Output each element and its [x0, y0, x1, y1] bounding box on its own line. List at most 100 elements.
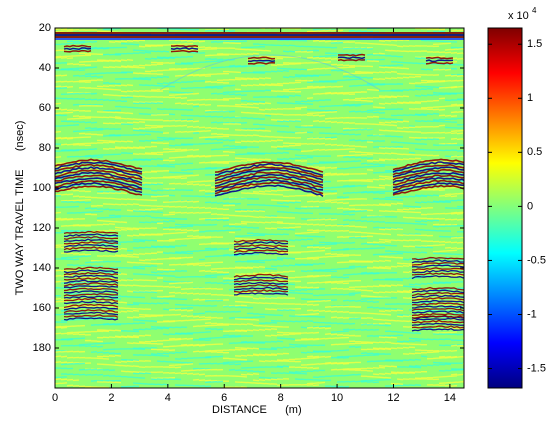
reflection: [411, 319, 464, 324]
reflection: [63, 47, 92, 51]
texture: [132, 327, 434, 331]
texture: [96, 189, 398, 193]
reflection: [392, 158, 464, 171]
x-axis-label: DISTANCE (m): [212, 404, 302, 416]
x-tick-label: 2: [108, 392, 114, 404]
reflection: [55, 182, 143, 194]
reflection: [411, 289, 464, 294]
texture: [114, 51, 362, 55]
texture: [55, 137, 464, 143]
texture: [66, 356, 458, 362]
reflection: [337, 58, 366, 62]
texture: [132, 354, 428, 358]
reflection: [214, 184, 324, 197]
reflection: [55, 163, 143, 175]
texture: [84, 207, 464, 211]
reflection: [63, 244, 119, 248]
reflection: [233, 284, 289, 288]
reflection: [392, 161, 464, 173]
reflection: [411, 259, 464, 264]
texture: [84, 126, 464, 130]
texture: [55, 210, 464, 214]
reflection: [411, 256, 464, 261]
texture: [78, 86, 458, 92]
reflection: [63, 297, 119, 302]
texture: [78, 368, 464, 374]
reflection: [55, 169, 143, 181]
texture: [168, 144, 464, 148]
reflection: [63, 266, 119, 271]
texture: [162, 225, 464, 230]
texture: [84, 338, 392, 344]
reflection: [233, 251, 289, 256]
reflection: [55, 161, 143, 173]
reflection: [411, 291, 464, 297]
reflection: [411, 299, 464, 304]
texture: [102, 119, 410, 125]
y-tick-label: 180: [33, 342, 51, 354]
texture: [132, 380, 380, 386]
reflection: [63, 287, 119, 292]
texture: [55, 108, 446, 112]
y-tick-label: 100: [33, 182, 51, 194]
texture: [102, 81, 404, 85]
reflection: [392, 177, 464, 189]
reflection: [411, 307, 464, 312]
reflection: [214, 176, 324, 190]
texture: [60, 120, 458, 124]
reflection: [411, 297, 464, 301]
texture: [102, 108, 404, 112]
texture: [55, 86, 434, 92]
texture: [55, 332, 361, 338]
texture: [55, 258, 464, 262]
reflection: [214, 168, 324, 182]
y-tick-label: 80: [39, 142, 51, 154]
texture: [55, 114, 428, 118]
image-background: [55, 28, 464, 388]
reflection: [170, 47, 199, 51]
reflection: [392, 163, 464, 176]
reflection: [55, 185, 143, 196]
reflection: [411, 294, 464, 299]
texture: [96, 228, 404, 232]
colorbar-tick-label: 0: [527, 200, 533, 212]
texture: [126, 234, 434, 238]
y-tick-label: 20: [39, 22, 51, 34]
y-tick-label: 120: [33, 222, 51, 234]
texture: [66, 330, 458, 334]
y-tick-label: 140: [33, 262, 51, 274]
texture: [60, 372, 362, 376]
colorbar-tick-label: -0.5: [527, 254, 546, 266]
texture: [55, 129, 464, 133]
texture: [126, 248, 428, 254]
x-tick-label: 8: [278, 392, 284, 404]
texture: [90, 323, 392, 329]
reflection: [233, 286, 289, 291]
reflection: [214, 163, 324, 177]
reflection: [411, 267, 464, 271]
reflection: [63, 271, 119, 276]
reflection: [214, 161, 324, 173]
texture: [156, 360, 464, 364]
texture: [55, 269, 464, 275]
texture: [60, 200, 452, 205]
reflection: [392, 182, 464, 195]
texture: [55, 195, 428, 199]
reflection: [63, 292, 119, 297]
texture: [126, 206, 434, 212]
texture: [55, 155, 464, 161]
reflection: [63, 295, 119, 299]
texture: [150, 348, 458, 352]
texture: [138, 218, 440, 224]
reflection: [233, 279, 289, 283]
reflection: [170, 49, 199, 53]
texture: [60, 344, 362, 350]
texture: [144, 149, 398, 155]
y-tick-label: 160: [33, 302, 51, 314]
texture: [66, 383, 458, 388]
reflection: [233, 241, 289, 246]
reflection: [392, 184, 464, 196]
reflection: [411, 314, 464, 319]
texture: [55, 110, 464, 116]
